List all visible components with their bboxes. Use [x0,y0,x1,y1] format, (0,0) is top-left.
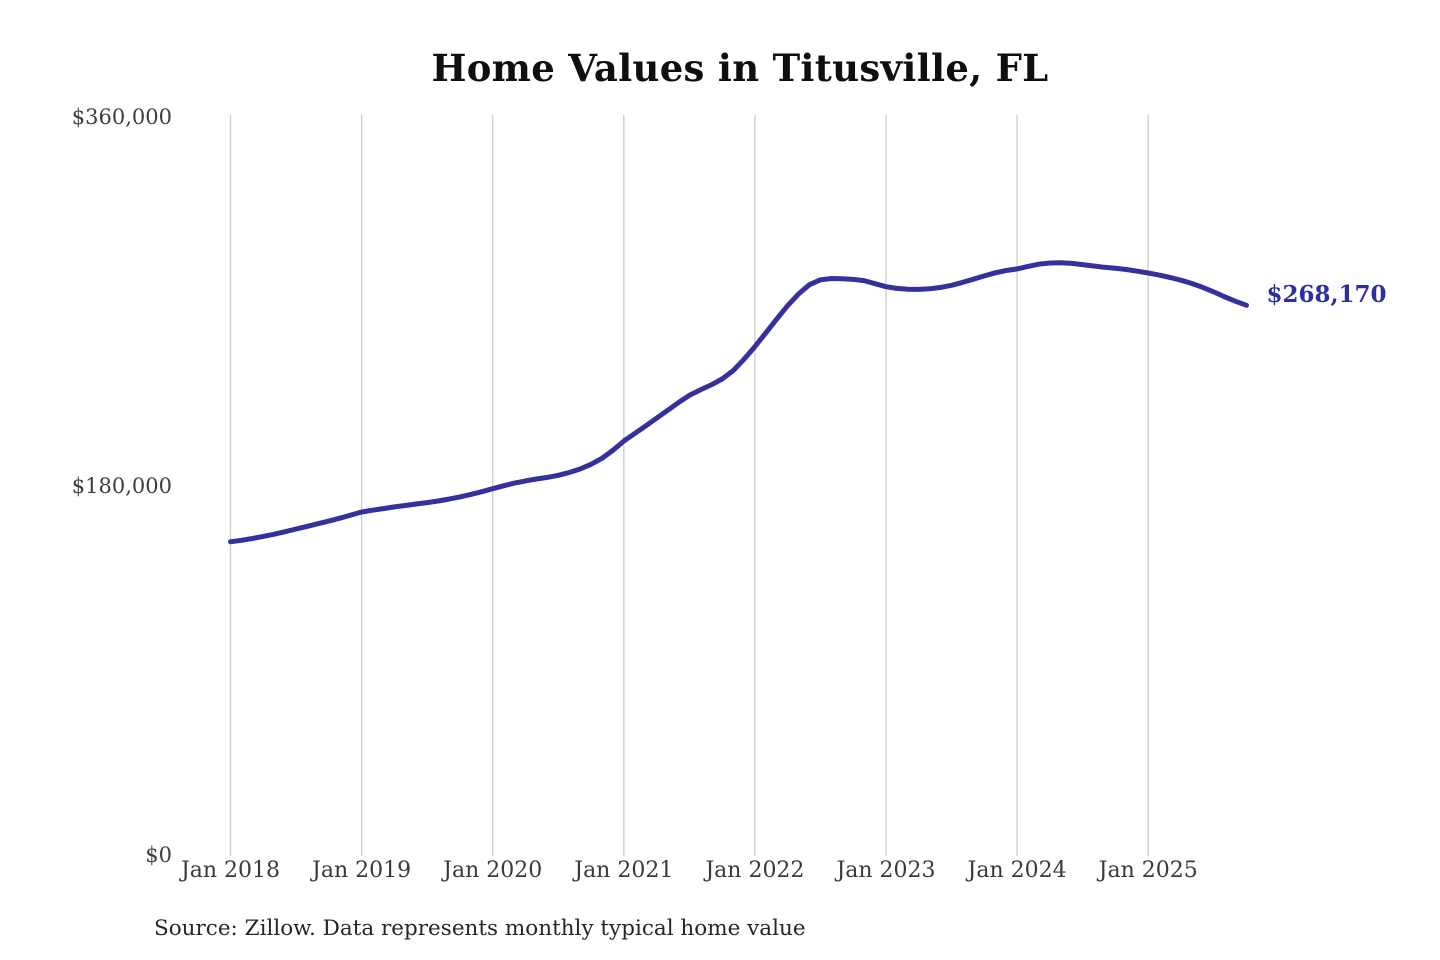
latest-value-label: $268,170 [1266,281,1387,309]
y-axis-label: $360,000 [71,105,172,129]
x-axis-label: Jan 2023 [836,858,936,883]
x-axis-label: Jan 2025 [1098,858,1198,883]
chart-title: Home Values in Titusville, FL [431,46,1049,90]
x-axis-label: Jan 2018 [180,858,281,883]
home-value-line [228,260,1249,545]
x-axis-label: Jan 2019 [312,858,412,883]
source-note: Source: Zillow. Data represents monthly … [154,916,806,941]
x-axis-label: Jan 2024 [967,858,1067,883]
y-axis-label: $180,000 [71,474,172,498]
x-axis-label: Jan 2022 [705,858,805,883]
y-axis-label: $0 [145,843,172,867]
x-axis-label: Jan 2020 [443,858,543,883]
x-axis-label: Jan 2021 [574,858,674,883]
